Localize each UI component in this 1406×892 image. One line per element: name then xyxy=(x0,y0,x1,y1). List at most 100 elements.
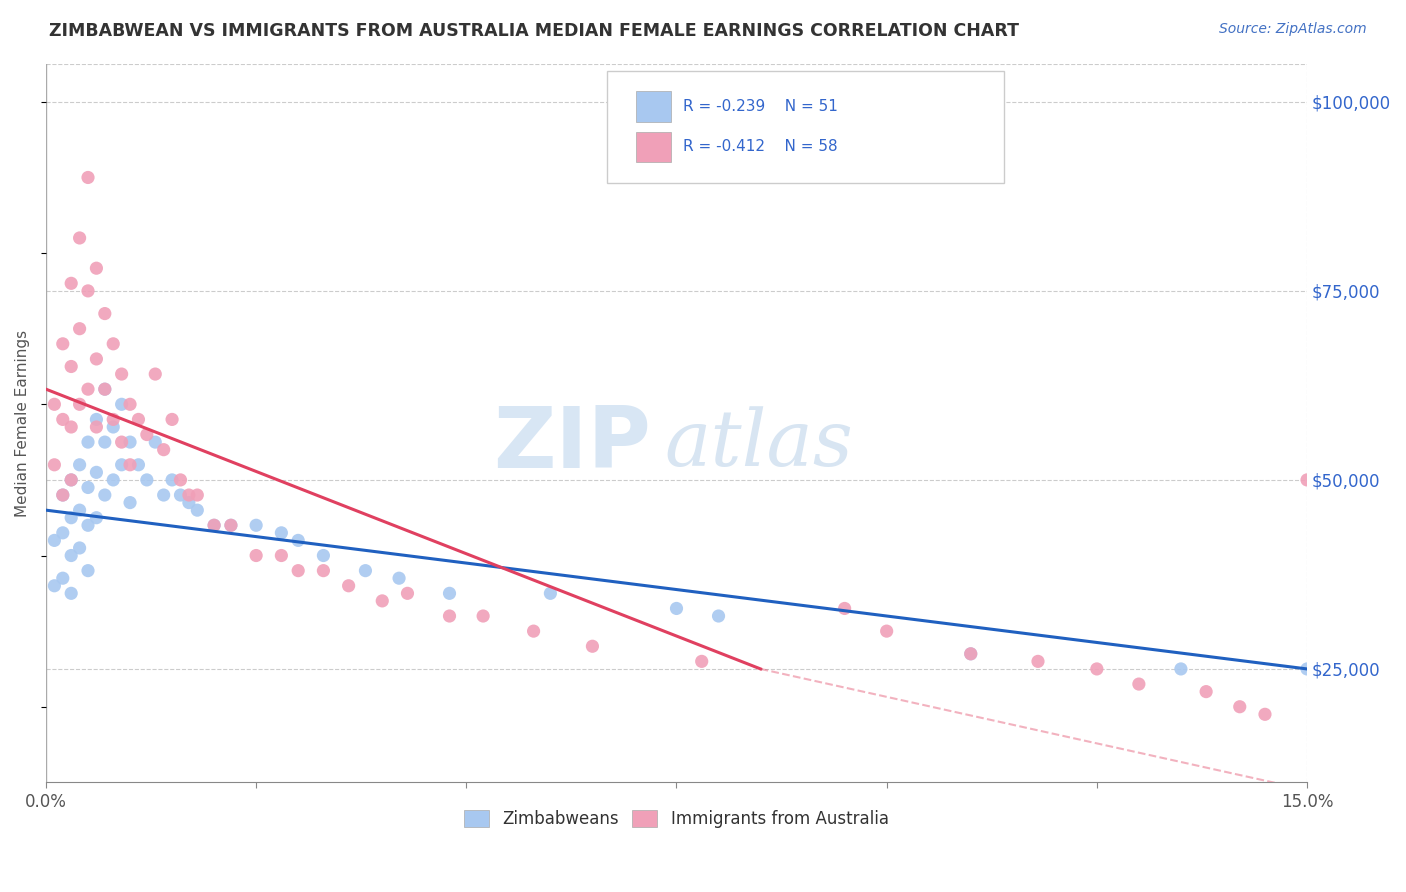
Point xyxy=(219,518,242,533)
Point xyxy=(44,533,66,548)
Point xyxy=(103,473,125,487)
Point xyxy=(103,336,125,351)
Point xyxy=(127,412,149,426)
FancyBboxPatch shape xyxy=(636,91,672,121)
Text: R = -0.412    N = 58: R = -0.412 N = 58 xyxy=(683,139,838,154)
Point xyxy=(77,284,100,298)
Point xyxy=(60,277,83,291)
Point xyxy=(169,488,191,502)
Point xyxy=(270,525,292,540)
Point xyxy=(337,579,360,593)
Point xyxy=(219,518,242,533)
Point xyxy=(177,488,200,502)
Point xyxy=(1296,473,1319,487)
Text: ZIP: ZIP xyxy=(494,403,651,486)
Point xyxy=(94,382,117,396)
Point xyxy=(538,586,561,600)
Point xyxy=(77,564,100,578)
Point xyxy=(522,624,544,639)
Point xyxy=(103,412,125,426)
Point xyxy=(77,480,100,494)
Point xyxy=(354,564,377,578)
Point xyxy=(94,488,117,502)
Y-axis label: Median Female Earnings: Median Female Earnings xyxy=(15,330,30,516)
Point xyxy=(111,397,134,411)
Point xyxy=(44,579,66,593)
Point xyxy=(69,231,91,245)
Point xyxy=(52,336,75,351)
Point xyxy=(287,564,309,578)
Point xyxy=(177,495,200,509)
Point xyxy=(152,442,174,457)
Point xyxy=(86,412,108,426)
Point xyxy=(60,549,83,563)
Point xyxy=(111,458,134,472)
Point xyxy=(152,488,174,502)
FancyBboxPatch shape xyxy=(636,132,672,161)
Point xyxy=(186,503,208,517)
Point xyxy=(1296,662,1319,676)
Point xyxy=(118,435,141,450)
Point xyxy=(77,382,100,396)
Point xyxy=(44,397,66,411)
Point xyxy=(103,420,125,434)
Point xyxy=(169,473,191,487)
Point xyxy=(44,458,66,472)
Point xyxy=(69,458,91,472)
Point xyxy=(60,510,83,524)
Point xyxy=(94,435,117,450)
Point xyxy=(52,525,75,540)
Point xyxy=(135,473,157,487)
Point xyxy=(86,351,108,366)
Point xyxy=(388,571,411,585)
Point xyxy=(160,412,183,426)
Point xyxy=(876,624,898,639)
Point xyxy=(1170,662,1192,676)
Point xyxy=(160,473,183,487)
Point xyxy=(94,382,117,396)
Point xyxy=(245,518,267,533)
Point xyxy=(69,503,91,517)
Point xyxy=(86,466,108,480)
Point xyxy=(270,549,292,563)
Point xyxy=(312,549,335,563)
Text: atlas: atlas xyxy=(664,407,852,483)
Point xyxy=(111,367,134,381)
Point xyxy=(118,458,141,472)
Point xyxy=(1195,684,1218,698)
Point xyxy=(60,586,83,600)
Point xyxy=(186,488,208,502)
Point xyxy=(111,435,134,450)
Point xyxy=(60,473,83,487)
Point xyxy=(1229,699,1251,714)
FancyBboxPatch shape xyxy=(607,71,1004,183)
Text: ZIMBABWEAN VS IMMIGRANTS FROM AUSTRALIA MEDIAN FEMALE EARNINGS CORRELATION CHART: ZIMBABWEAN VS IMMIGRANTS FROM AUSTRALIA … xyxy=(49,22,1019,40)
Legend: Zimbabweans, Immigrants from Australia: Zimbabweans, Immigrants from Australia xyxy=(457,804,896,835)
Point xyxy=(135,427,157,442)
Point xyxy=(287,533,309,548)
Point xyxy=(143,367,166,381)
Point xyxy=(312,564,335,578)
Point xyxy=(202,518,225,533)
Point xyxy=(396,586,419,600)
Point xyxy=(86,261,108,276)
Point xyxy=(1254,707,1277,722)
Point xyxy=(439,609,461,624)
Point xyxy=(60,420,83,434)
Point xyxy=(959,647,981,661)
Point xyxy=(439,586,461,600)
Text: R = -0.239    N = 51: R = -0.239 N = 51 xyxy=(683,99,838,114)
Point xyxy=(143,435,166,450)
Point xyxy=(60,359,83,374)
Point xyxy=(60,473,83,487)
Point xyxy=(834,601,856,615)
Point xyxy=(1128,677,1150,691)
Point xyxy=(202,518,225,533)
Point xyxy=(77,435,100,450)
Point xyxy=(959,647,981,661)
Point xyxy=(707,609,730,624)
Point xyxy=(690,654,713,668)
Point xyxy=(581,640,603,654)
Point xyxy=(69,321,91,335)
Point xyxy=(371,594,394,608)
